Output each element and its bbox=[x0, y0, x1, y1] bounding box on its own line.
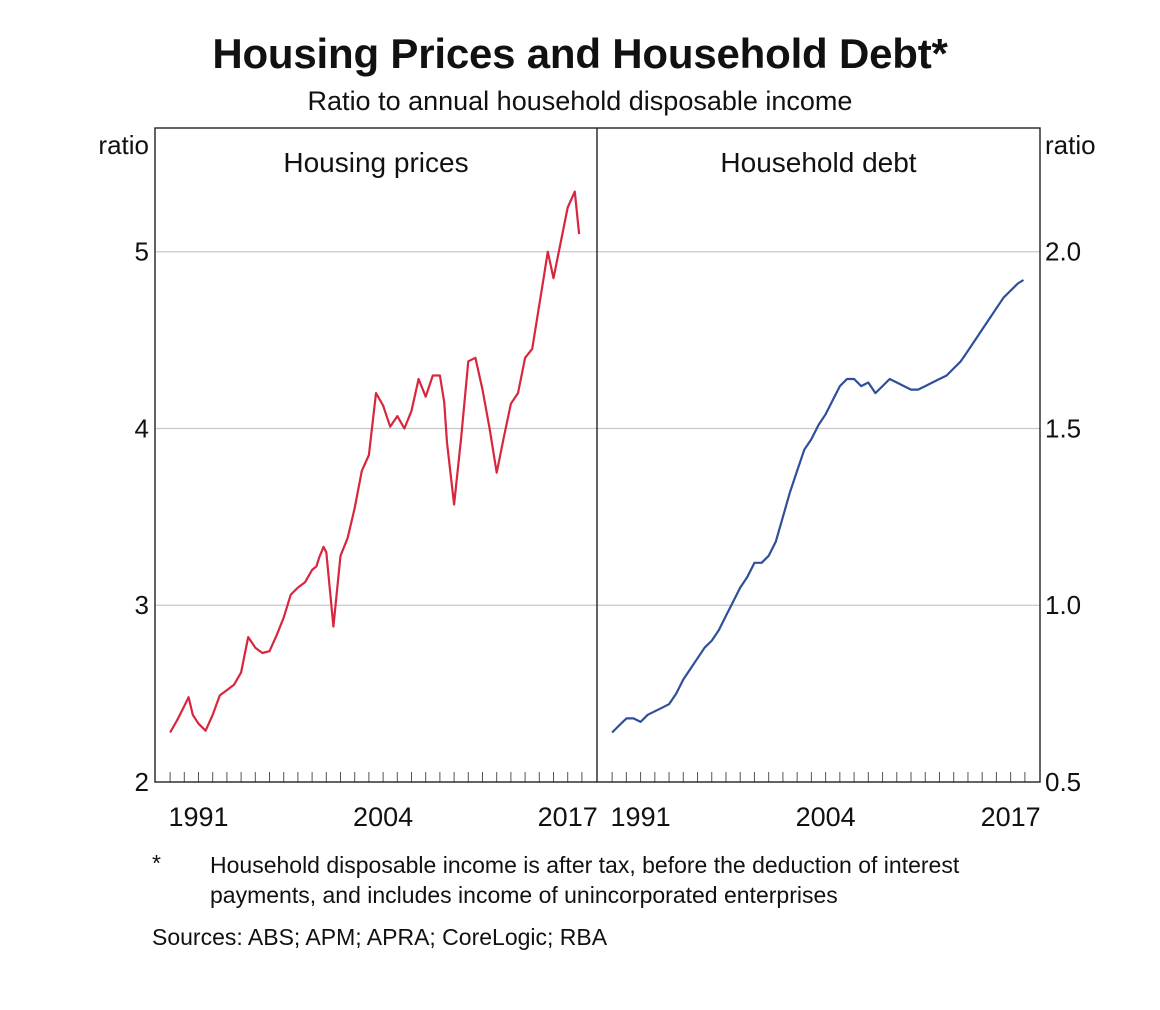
y-tick-label: 2 bbox=[135, 767, 149, 797]
sources-text: Sources: ABS; APM; APRA; CoreLogic; RBA bbox=[152, 924, 608, 950]
y-tick-label: 4 bbox=[135, 413, 149, 443]
footnote-text: Household disposable income is after tax… bbox=[210, 852, 960, 908]
y-tick-label: 0.5 bbox=[1045, 767, 1081, 797]
panel-title: Household debt bbox=[720, 147, 916, 178]
y-axis-label: ratio bbox=[1045, 130, 1096, 160]
x-tick-label: 2017 bbox=[538, 802, 598, 832]
chart-title: Housing Prices and Household Debt* bbox=[212, 30, 948, 77]
series-line bbox=[611, 279, 1025, 734]
footnote-marker: * bbox=[152, 850, 161, 876]
y-tick-label: 1.0 bbox=[1045, 590, 1081, 620]
y-tick-label: 1.5 bbox=[1045, 413, 1081, 443]
y-axis-label: ratio bbox=[98, 130, 149, 160]
chart-subtitle: Ratio to annual household disposable inc… bbox=[307, 86, 853, 116]
y-tick-label: 5 bbox=[135, 237, 149, 267]
y-tick-label: 2.0 bbox=[1045, 237, 1081, 267]
x-tick-label: 1991 bbox=[611, 802, 671, 832]
x-tick-label: 2004 bbox=[353, 802, 413, 832]
x-tick-label: 1991 bbox=[168, 802, 228, 832]
y-tick-label: 3 bbox=[135, 590, 149, 620]
series-line bbox=[169, 190, 581, 734]
panel-title: Housing prices bbox=[283, 147, 468, 178]
x-tick-label: 2004 bbox=[796, 802, 856, 832]
x-tick-label: 2017 bbox=[981, 802, 1041, 832]
